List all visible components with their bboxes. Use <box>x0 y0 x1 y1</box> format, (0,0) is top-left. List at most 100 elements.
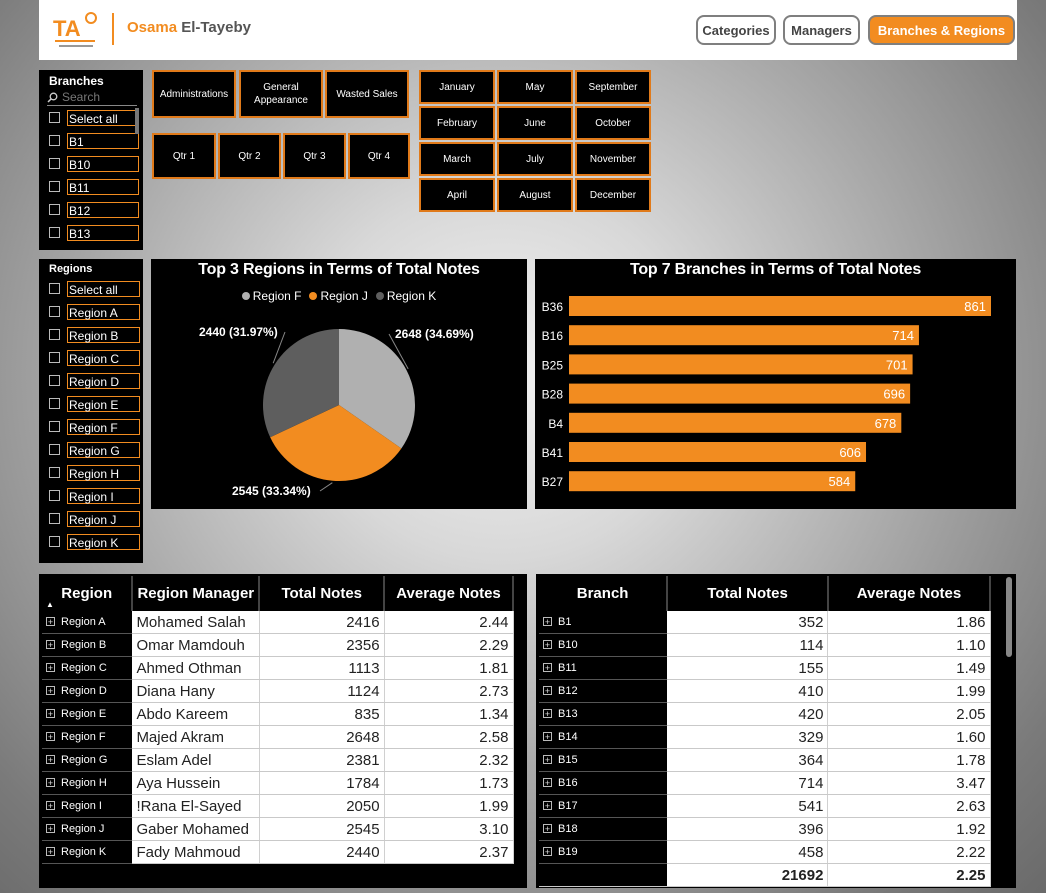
expand-icon[interactable]: + <box>543 824 552 834</box>
month-tile[interactable]: November <box>575 142 651 176</box>
bar-b16[interactable] <box>569 325 919 346</box>
row-region-cell[interactable]: + Region K <box>42 840 133 864</box>
quarter-tile-q4[interactable]: Qtr 4 <box>348 133 410 179</box>
expand-icon[interactable]: + <box>46 755 55 765</box>
nav-categories-button[interactable]: Categories <box>696 15 776 45</box>
branches-option[interactable]: B13 <box>49 221 139 244</box>
regions-option[interactable]: Region K <box>49 530 140 553</box>
expand-icon[interactable]: + <box>543 663 552 673</box>
regions-option[interactable]: Region G <box>49 438 140 461</box>
row-branch-cell[interactable]: + B16 <box>539 771 668 795</box>
checkbox[interactable] <box>49 536 60 547</box>
column-header-average-notes[interactable]: Average Notes <box>827 576 992 611</box>
table-row[interactable]: + Region H Aya Hussein 1784 1.73 <box>42 771 514 795</box>
row-branch-cell[interactable]: + B10 <box>539 633 668 657</box>
expand-icon[interactable]: + <box>543 709 552 719</box>
branches-option[interactable]: B12 <box>49 198 139 221</box>
column-header-branch[interactable]: Branch <box>539 576 669 611</box>
row-region-cell[interactable]: + Region G <box>42 748 133 772</box>
expand-icon[interactable]: + <box>543 617 552 627</box>
branch-table-scrollbar[interactable] <box>1006 577 1012 657</box>
checkbox[interactable] <box>49 158 60 169</box>
row-region-cell[interactable]: + Region H <box>42 771 133 795</box>
regions-option[interactable]: Region B <box>49 323 140 346</box>
table-row[interactable]: + B12 410 1.99 <box>539 679 991 703</box>
regions-option[interactable]: Region D <box>49 369 140 392</box>
table-row[interactable]: + Region G Eslam Adel 2381 2.32 <box>42 748 514 772</box>
table-row[interactable]: + B18 396 1.92 <box>539 817 991 841</box>
row-branch-cell[interactable]: + B1 <box>539 611 668 634</box>
expand-icon[interactable]: + <box>543 640 552 650</box>
row-branch-cell[interactable]: + B14 <box>539 725 668 749</box>
table-row[interactable]: + B16 714 3.47 <box>539 771 991 795</box>
row-region-cell[interactable]: + Region A <box>42 611 133 634</box>
month-tile[interactable]: December <box>575 178 651 212</box>
column-header-region-manager[interactable]: Region Manager <box>132 576 261 611</box>
expand-icon[interactable]: + <box>543 801 552 811</box>
checkbox[interactable] <box>49 375 60 386</box>
expand-icon[interactable]: + <box>46 824 55 834</box>
expand-icon[interactable]: + <box>46 640 55 650</box>
row-branch-cell[interactable]: + B12 <box>539 679 668 703</box>
table-row[interactable]: + B11 155 1.49 <box>539 656 991 680</box>
checkbox[interactable] <box>49 352 60 363</box>
table-row[interactable]: + Region A Mohamed Salah 2416 2.44 <box>42 611 514 634</box>
checkbox[interactable] <box>49 490 60 501</box>
regions-option[interactable]: Region I <box>49 484 140 507</box>
table-row[interactable]: + Region E Abdo Kareem 835 1.34 <box>42 702 514 726</box>
quarter-tile-q3[interactable]: Qtr 3 <box>283 133 346 179</box>
table-row[interactable]: + B17 541 2.63 <box>539 794 991 818</box>
legend-item[interactable]: Region K <box>375 289 436 303</box>
table-row[interactable]: + Region J Gaber Mohamed 2545 3.10 <box>42 817 514 841</box>
row-branch-cell[interactable]: + B18 <box>539 817 668 841</box>
table-row[interactable]: + B14 329 1.60 <box>539 725 991 749</box>
checkbox[interactable] <box>49 135 60 146</box>
branches-search-input[interactable]: Search <box>62 90 101 104</box>
checkbox[interactable] <box>49 421 60 432</box>
row-branch-cell[interactable]: + B11 <box>539 656 668 680</box>
table-row[interactable]: + B1 352 1.86 <box>539 611 991 634</box>
expand-icon[interactable]: + <box>46 778 55 788</box>
regions-option[interactable]: Region C <box>49 346 140 369</box>
column-header-average-notes[interactable]: Average Notes <box>384 576 514 611</box>
month-tile[interactable]: May <box>497 70 573 104</box>
branches-option[interactable]: Select all <box>49 106 139 129</box>
table-row[interactable]: + Region I !Rana El-Sayed 2050 1.99 <box>42 794 514 818</box>
column-header-total-notes[interactable]: Total Notes <box>667 576 829 611</box>
nav-branches-regions-button[interactable]: Branches & Regions <box>868 15 1015 45</box>
table-row[interactable]: + B19 458 2.22 <box>539 840 991 864</box>
row-region-cell[interactable]: + Region E <box>42 702 133 726</box>
bar-b4[interactable] <box>569 412 902 433</box>
table-row[interactable]: + Region D Diana Hany 1124 2.73 <box>42 679 514 703</box>
row-region-cell[interactable]: + Region B <box>42 633 133 657</box>
row-region-cell[interactable]: + Region J <box>42 817 133 841</box>
column-header-total-notes[interactable]: Total Notes <box>259 576 386 611</box>
row-region-cell[interactable]: + Region C <box>42 656 133 680</box>
month-tile[interactable]: August <box>497 178 573 212</box>
expand-icon[interactable]: + <box>46 617 55 627</box>
pie-slice-region-k[interactable] <box>263 329 339 438</box>
checkbox[interactable] <box>49 444 60 455</box>
regions-option[interactable]: Region F <box>49 415 140 438</box>
legend-item[interactable]: Region J <box>309 289 368 303</box>
checkbox[interactable] <box>49 306 60 317</box>
expand-icon[interactable]: + <box>543 778 552 788</box>
checkbox[interactable] <box>49 283 60 294</box>
quarter-tile-q1[interactable]: Qtr 1 <box>152 133 216 179</box>
branches-option[interactable]: B11 <box>49 175 139 198</box>
row-branch-cell[interactable]: + B13 <box>539 702 668 726</box>
category-tile-wasted-sales[interactable]: Wasted Sales <box>325 70 409 118</box>
pie-slice-region-j[interactable] <box>270 405 402 481</box>
row-branch-cell[interactable]: + B15 <box>539 748 668 772</box>
bar-b25[interactable] <box>569 354 913 375</box>
month-tile[interactable]: February <box>419 106 495 140</box>
regions-option[interactable]: Select all <box>49 277 140 300</box>
checkbox[interactable] <box>49 204 60 215</box>
expand-icon[interactable]: + <box>543 686 552 696</box>
checkbox[interactable] <box>49 467 60 478</box>
bar-b41[interactable] <box>569 442 867 462</box>
row-branch-cell[interactable]: + B19 <box>539 840 668 864</box>
month-tile[interactable]: October <box>575 106 651 140</box>
bar-b27[interactable] <box>569 471 856 492</box>
table-row[interactable]: + B10 114 1.10 <box>539 633 991 657</box>
